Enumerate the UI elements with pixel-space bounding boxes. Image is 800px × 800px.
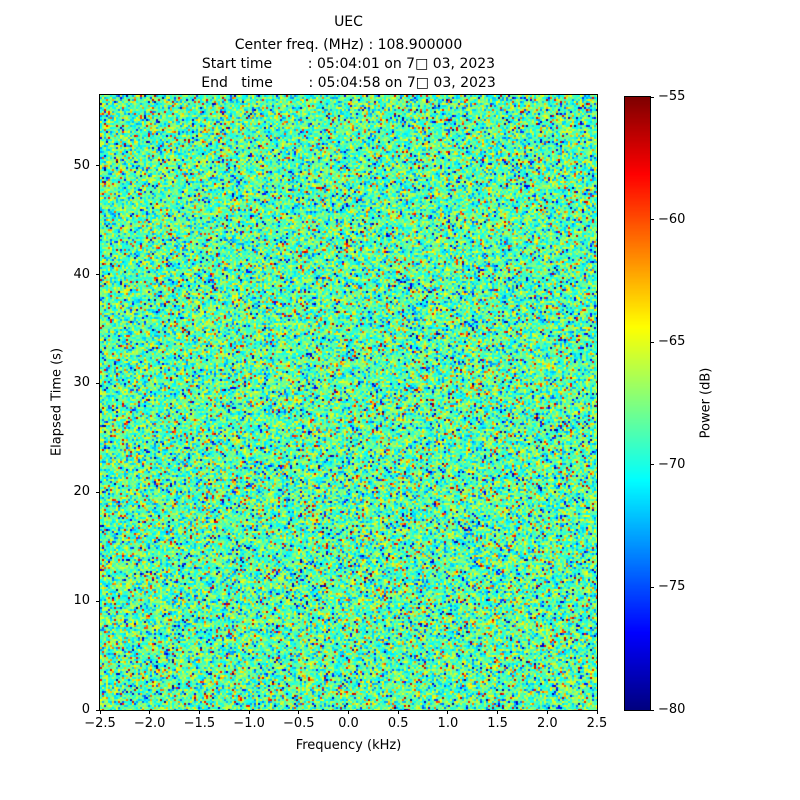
x-tick-mark — [546, 710, 548, 714]
colorbar-tick-label: −55 — [658, 89, 686, 104]
x-tick-label: −1.5 — [183, 716, 216, 731]
end-time-line: End time : 05:04:58 on 7□ 03, 2023 — [201, 75, 496, 91]
y-tick-label: 10 — [73, 593, 90, 609]
colorbar-tick-mark — [650, 709, 654, 711]
x-tick-mark — [397, 710, 399, 714]
x-tick-mark — [298, 710, 300, 714]
x-tick-mark — [447, 710, 449, 714]
colorbar-tick-mark — [650, 586, 654, 588]
y-tick-mark — [96, 165, 100, 167]
colorbar-tick-label: −80 — [658, 702, 686, 717]
colorbar-tick-mark — [650, 219, 654, 221]
colorbar-tick-mark — [650, 464, 654, 466]
y-tick-label: 0 — [81, 702, 90, 717]
y-tick-mark — [96, 274, 100, 276]
x-tick-mark — [198, 710, 200, 714]
colorbar-tick-label: −75 — [658, 579, 686, 595]
x-tick-mark — [348, 710, 349, 714]
y-tick-mark — [96, 709, 100, 711]
colorbar-tick-label: −70 — [658, 456, 686, 472]
x-tick-label: 1.5 — [487, 716, 508, 731]
y-tick-label: 40 — [73, 266, 90, 282]
y-tick-mark — [96, 491, 100, 493]
x-tick-label: −2.0 — [133, 716, 166, 731]
colorbar-tick-label: −65 — [658, 334, 686, 350]
center-freq-line: Center freq. (MHz) : 108.900000 — [234, 37, 463, 53]
y-tick-label: 50 — [73, 157, 90, 173]
x-tick-mark — [248, 710, 250, 714]
x-tick-label: −2.5 — [84, 716, 116, 731]
x-tick-mark — [596, 710, 598, 714]
chart-title: UEC — [334, 14, 363, 30]
x-tick-label: 0.5 — [387, 716, 409, 731]
spectrogram-heatmap — [100, 95, 597, 710]
y-axis-label: Elapsed Time (s) — [49, 347, 65, 457]
y-tick-label: 30 — [73, 375, 90, 391]
y-tick-mark — [96, 600, 100, 602]
colorbar — [625, 97, 650, 710]
x-axis-label: Frequency (kHz) — [295, 738, 402, 753]
x-tick-mark — [149, 710, 151, 714]
colorbar-tick-mark — [650, 341, 654, 343]
x-tick-label: 2.0 — [536, 716, 558, 731]
x-tick-label: −0.5 — [283, 716, 315, 731]
x-tick-mark — [497, 710, 499, 714]
y-tick-label: 20 — [73, 484, 90, 500]
x-tick-mark — [99, 710, 101, 714]
x-tick-label: 0.0 — [338, 716, 359, 731]
y-tick-mark — [96, 382, 100, 384]
x-tick-label: 2.5 — [586, 716, 608, 731]
colorbar-tick-label: −60 — [658, 211, 686, 227]
start-time-line: Start time : 05:04:01 on 7□ 03, 2023 — [201, 56, 496, 72]
colorbar-label: Power (dB) — [698, 367, 714, 439]
x-tick-label: −1.0 — [233, 716, 265, 731]
x-tick-label: 1.0 — [437, 716, 459, 731]
colorbar-tick-mark — [650, 96, 654, 98]
